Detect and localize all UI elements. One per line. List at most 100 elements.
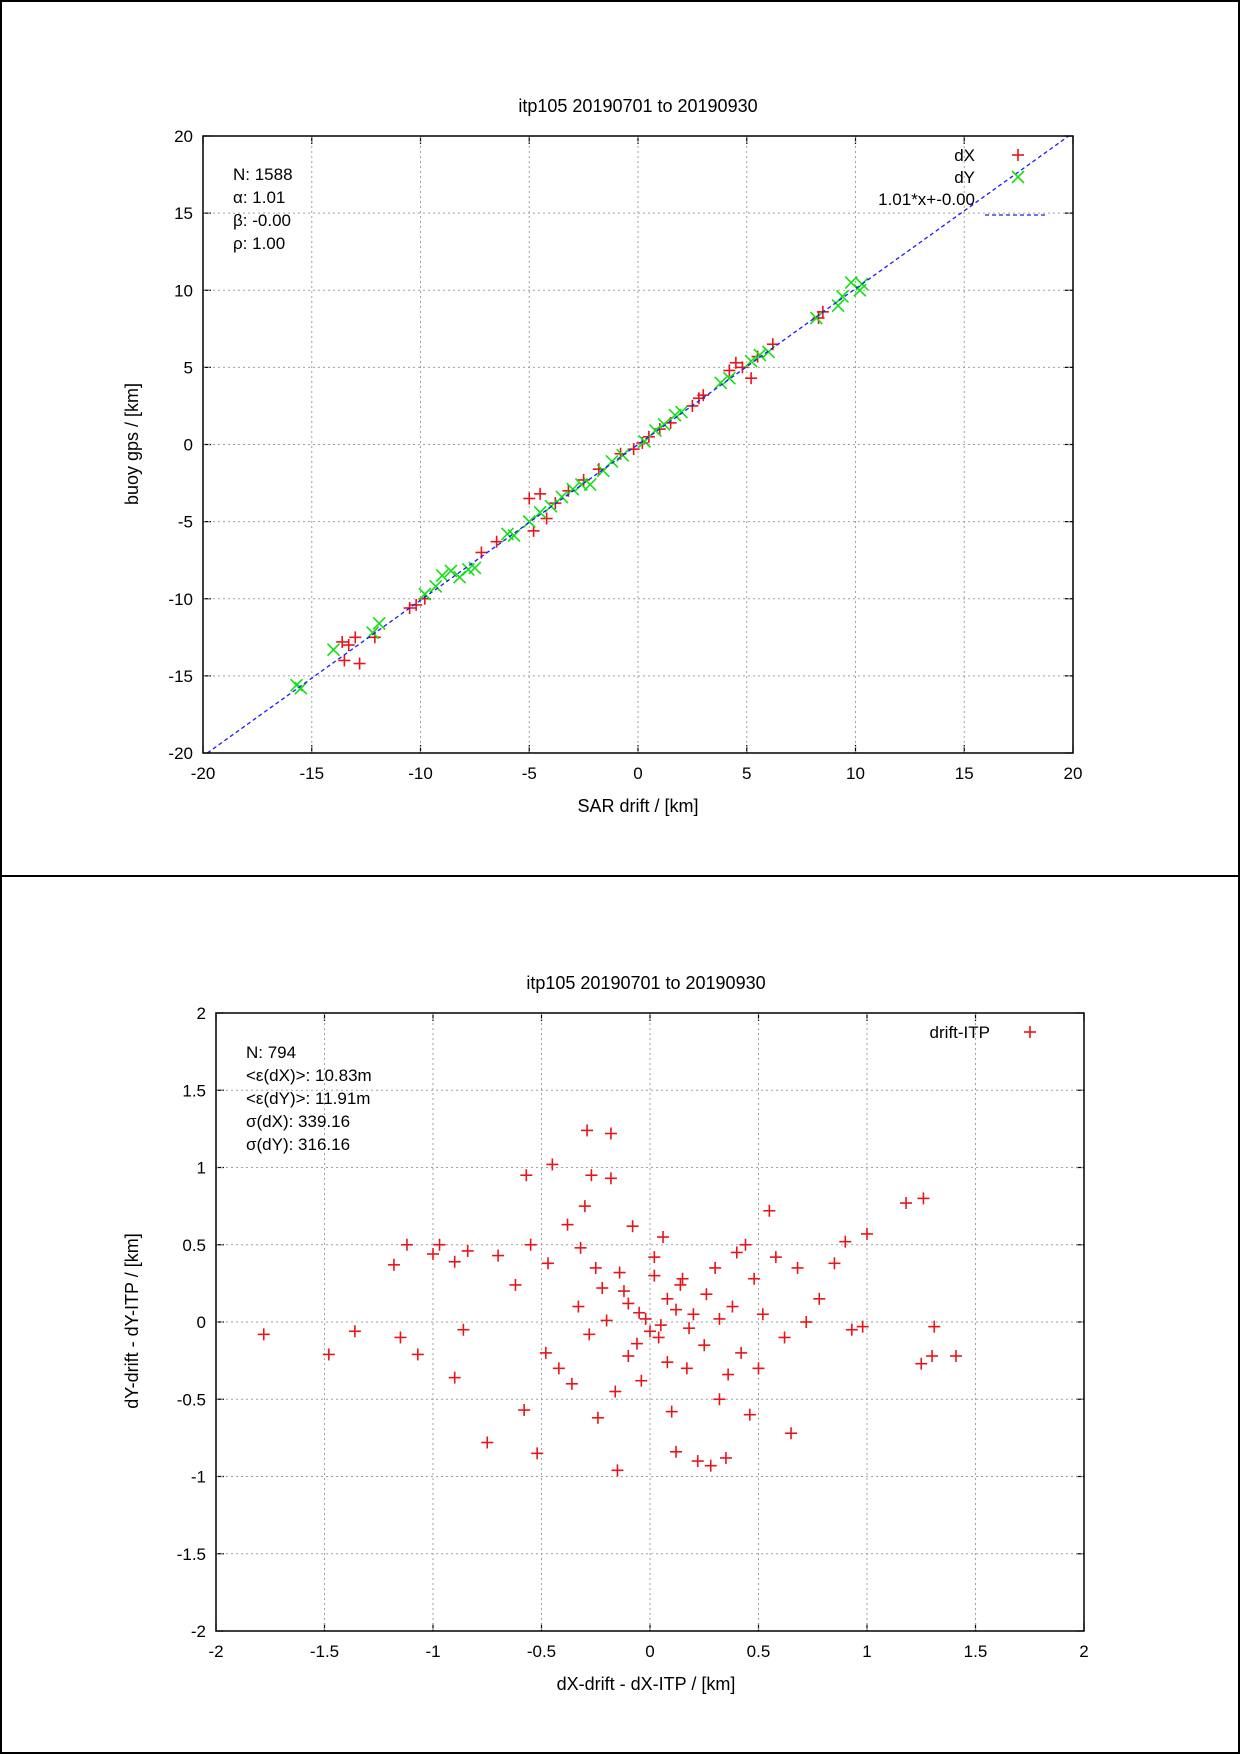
point-drift-itp — [481, 1436, 494, 1449]
point-drift-itp — [427, 1248, 439, 1261]
point-drift-itp — [730, 1246, 743, 1259]
tick-label-x: 5 — [742, 764, 751, 783]
point-drift-itp — [578, 1200, 591, 1213]
tick-label-y: -1.5 — [177, 1545, 206, 1564]
point-dx — [490, 535, 503, 548]
stats-box: N: 1588 α: 1.01 β: -0.00 ρ: 1.00 — [233, 165, 293, 253]
point-dx — [812, 312, 825, 325]
point-dy-stroke — [289, 678, 304, 692]
tick-label-y: -15 — [168, 667, 193, 686]
point-drift-itp — [596, 1282, 609, 1295]
tick-label-y: -0.5 — [177, 1390, 206, 1409]
stat-line: β: -0.00 — [233, 211, 291, 230]
tick-label-y: 1 — [197, 1159, 206, 1178]
point-dx — [410, 598, 423, 611]
point-dy — [507, 528, 521, 543]
point-drift-itp — [524, 1238, 537, 1251]
tick-label-x: -1 — [425, 1642, 440, 1661]
tick-label-x: -5 — [522, 764, 537, 783]
point-drift-itp — [633, 1306, 646, 1319]
legend-swatch-dx — [1012, 149, 1024, 161]
point-drift-itp — [654, 1319, 667, 1332]
y-axis-label: dY-drift - dY-ITP / [km] — [122, 1233, 142, 1408]
tick-label-x: -15 — [299, 764, 324, 783]
point-drift-itp — [739, 1238, 752, 1251]
point-dx — [540, 512, 553, 525]
point-drift-itp — [926, 1349, 939, 1362]
point-drift-itp — [448, 1255, 461, 1268]
point-drift-itp — [861, 1227, 873, 1240]
point-dx — [523, 492, 536, 505]
point-drift-itp — [713, 1312, 726, 1325]
point-drift-itp — [600, 1314, 613, 1327]
point-drift-itp — [928, 1320, 941, 1333]
point-drift-itp — [839, 1235, 852, 1248]
point-drift-itp — [719, 1451, 732, 1464]
point-dy-stroke — [555, 490, 569, 504]
point-drift-itp — [657, 1231, 670, 1244]
point-drift-itp — [713, 1393, 726, 1406]
point-drift-itp — [609, 1385, 622, 1398]
tick-label-y: -10 — [168, 590, 193, 609]
tick-label-x: 15 — [955, 764, 974, 783]
point-drift-itp — [611, 1464, 624, 1477]
legend-label-dx: dX — [954, 146, 975, 165]
stat-line: α: 1.01 — [233, 188, 285, 207]
point-dy — [326, 643, 341, 657]
point-drift-itp — [763, 1204, 776, 1217]
point-drift-itp — [518, 1404, 531, 1417]
stat-line: ρ: 1.00 — [233, 234, 285, 253]
point-drift-itp — [589, 1261, 602, 1274]
tick-label-x: 0 — [645, 1642, 654, 1661]
x-axis-label: SAR drift / [km] — [577, 796, 698, 816]
legend: dX dY 1.01*x+-0.00 — [878, 146, 1045, 216]
point-dy-stroke — [444, 564, 458, 578]
tick-label-x: 0.5 — [747, 1642, 771, 1661]
point-dy-stroke — [435, 569, 449, 583]
tick-label-y: 10 — [174, 281, 193, 300]
point-drift-itp — [626, 1220, 639, 1233]
point-dy-stroke — [326, 643, 341, 657]
point-dy-stroke — [500, 527, 515, 541]
stat-line: N: 794 — [246, 1043, 296, 1062]
panel-frame-bottom — [0, 875, 1240, 1754]
tick-label-x: -1.5 — [310, 1642, 339, 1661]
point-drift-itp — [687, 1308, 700, 1321]
point-dy-stroke — [831, 299, 845, 313]
point-dy — [566, 482, 580, 496]
tick-label-y: 2 — [197, 1004, 206, 1023]
tick-label-y: -1 — [191, 1468, 206, 1487]
point-drift-itp — [778, 1331, 791, 1344]
legend-label-fit: 1.01*x+-0.00 — [878, 190, 975, 209]
tick-label-y: 0.5 — [182, 1236, 206, 1255]
point-dy — [533, 505, 547, 519]
point-drift-itp — [648, 1251, 661, 1264]
x-axis-label: dX-drift - dX-ITP / [km] — [557, 1674, 736, 1694]
point-drift-itp — [457, 1323, 470, 1336]
legend-swatch-dy-stroke — [1011, 170, 1025, 184]
point-drift-itp — [652, 1331, 665, 1344]
point-drift-itp — [661, 1356, 674, 1369]
point-drift-itp — [542, 1257, 555, 1270]
point-dy-stroke — [753, 348, 767, 362]
chart-drift-comparison: itp105 20190701 to 20190930 SAR drift / … — [122, 96, 1082, 816]
legend-swatch-dy — [1011, 170, 1025, 184]
point-drift-itp — [546, 1158, 559, 1171]
tick-label-y: -20 — [168, 744, 193, 763]
point-dy — [753, 348, 767, 362]
point-drift-itp — [665, 1405, 678, 1418]
point-dy — [522, 515, 536, 529]
point-dx — [336, 635, 349, 648]
chart-title: itp105 20190701 to 20190930 — [518, 96, 757, 116]
point-drift-itp — [661, 1292, 674, 1305]
point-drift-itp — [531, 1447, 544, 1460]
point-drift-itp — [322, 1348, 335, 1361]
point-dy-stroke — [468, 561, 482, 575]
legend-swatches — [985, 149, 1045, 216]
point-drift-itp — [680, 1362, 693, 1375]
tick-label-y: 1.5 — [182, 1081, 206, 1100]
point-drift-itp — [585, 1169, 598, 1182]
point-dy-stroke — [809, 311, 823, 325]
point-drift-itp — [552, 1362, 565, 1375]
